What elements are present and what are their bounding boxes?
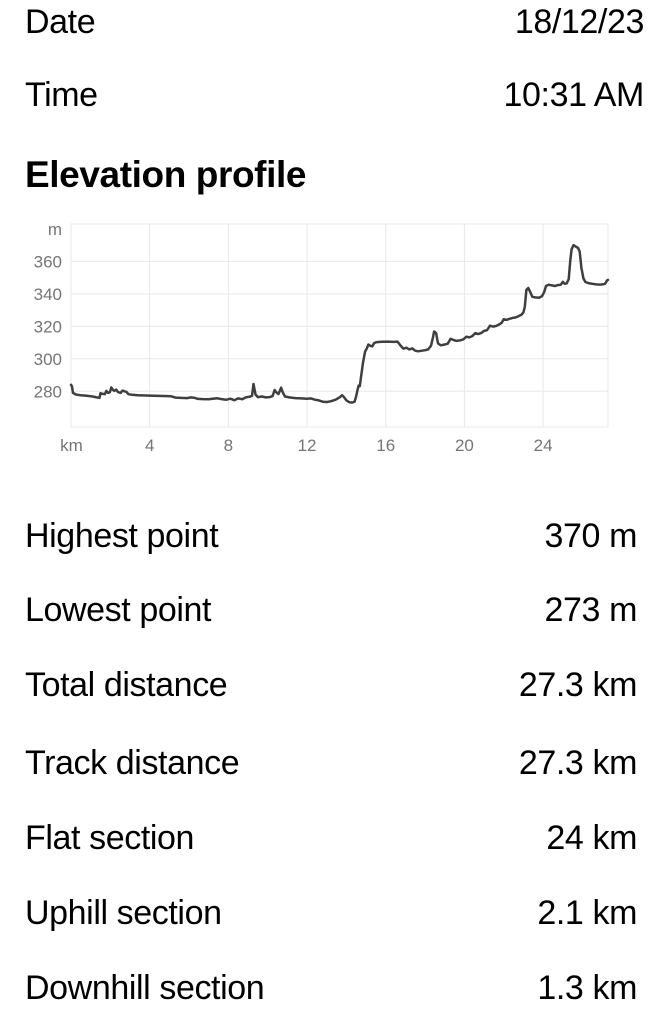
date-row: Date 18/12/23 [25,2,644,42]
svg-text:24: 24 [534,436,553,455]
time-label: Time [25,76,98,114]
svg-text:340: 340 [34,285,62,304]
elevation-chart: 280 300 320 340 360 m 4 8 12 16 20 24 km [0,213,661,463]
svg-text:300: 300 [34,350,62,369]
stat-label: Track distance [25,744,240,782]
stat-row-total-distance: Total distance 27.3 km [25,665,637,705]
svg-text:8: 8 [224,436,233,455]
stat-row-highest-point: Highest point 370 m [25,516,637,556]
stat-row-uphill-section: Uphill section 2.1 km [25,893,637,933]
svg-text:m: m [48,220,62,239]
svg-text:km: km [60,436,83,455]
page-title: Elevation profile [25,154,307,195]
svg-text:16: 16 [376,436,395,455]
stat-value: 273 m [544,591,638,629]
stat-label: Highest point [25,517,219,555]
stat-row-downhill-section: Downhill section 1.3 km [25,968,637,1008]
stat-value: 1.3 km [537,969,637,1007]
time-value: 10:31 AM [503,76,645,114]
stat-value: 27.3 km [518,744,638,782]
stat-value: 2.1 km [537,894,637,932]
svg-text:280: 280 [34,382,62,401]
stat-label: Flat section [25,819,195,857]
svg-text:4: 4 [145,436,154,455]
stat-row-flat-section: Flat section 24 km [25,818,637,858]
svg-text:360: 360 [34,252,62,271]
stat-row-track-distance: Track distance 27.3 km [25,743,637,783]
stat-label: Total distance [25,666,228,704]
stat-value: 370 m [544,517,638,555]
svg-text:12: 12 [298,436,317,455]
svg-text:20: 20 [455,436,474,455]
stat-value: 27.3 km [518,666,638,704]
stat-label: Lowest point [25,591,212,629]
stat-label: Uphill section [25,894,222,932]
date-label: Date [25,3,96,41]
svg-text:320: 320 [34,317,62,336]
date-value: 18/12/23 [514,3,645,41]
time-row: Time 10:31 AM [25,75,644,115]
stat-label: Downhill section [25,969,265,1007]
elevation-chart-svg: 280 300 320 340 360 m 4 8 12 16 20 24 km [34,220,610,455]
stat-value: 24 km [546,819,637,857]
stat-row-lowest-point: Lowest point 273 m [25,590,637,630]
